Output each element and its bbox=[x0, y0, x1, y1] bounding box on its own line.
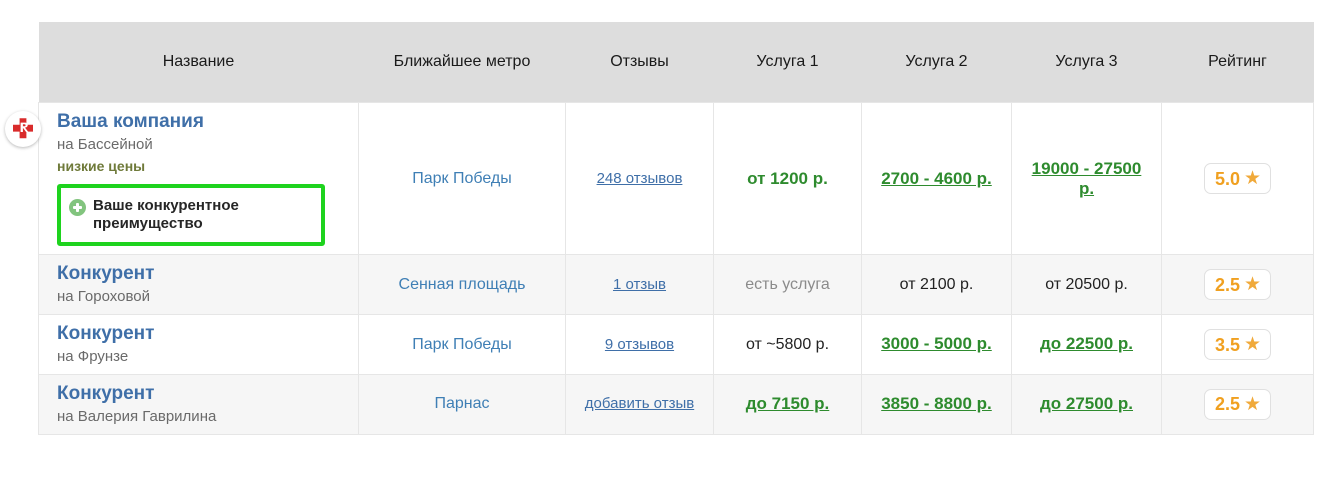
comparison-table: Название Ближайшее метро Отзывы Услуга 1… bbox=[5, 22, 1314, 435]
reviews-link[interactable]: 9 отзывов bbox=[604, 335, 675, 353]
table-row: Конкурент на Фрунзе Парк Победы 9 отзыво… bbox=[38, 314, 1314, 375]
service-1-cell: есть услуга bbox=[713, 254, 862, 316]
metro-cell: Парк Победы bbox=[358, 314, 566, 375]
company-name-cell: Конкурент на Фрунзе bbox=[38, 314, 359, 375]
reviews-link[interactable]: 1 отзыв bbox=[612, 275, 667, 293]
reviews-cell: 248 отзывов bbox=[565, 101, 714, 256]
add-review-link[interactable]: добавить отзыв bbox=[584, 395, 695, 413]
rating-badge[interactable]: 3.5 ★ bbox=[1203, 329, 1272, 360]
service-2-cell: 2700 - 4600 р. bbox=[861, 101, 1012, 256]
rating-value: 3.5 bbox=[1214, 334, 1240, 355]
comparison-table-wrapper: Название Ближайшее метро Отзывы Услуга 1… bbox=[5, 22, 1314, 435]
reviews-cell: добавить отзыв bbox=[565, 373, 714, 435]
service-1-value: есть услуга bbox=[745, 275, 830, 293]
company-name[interactable]: Конкурент bbox=[57, 323, 155, 345]
rating-cell: 5.0 ★ bbox=[1161, 101, 1314, 256]
reviews-cell: 9 отзывов bbox=[565, 314, 714, 375]
service-2-value[interactable]: 2700 - 4600 р. bbox=[881, 168, 992, 188]
service-2-value[interactable]: 3000 - 5000 р. bbox=[881, 334, 992, 354]
star-icon: ★ bbox=[1243, 168, 1262, 190]
header-service-2[interactable]: Услуга 2 bbox=[905, 53, 968, 70]
service-3-value[interactable]: до 22500 р. bbox=[1039, 334, 1133, 354]
service-2-cell: 3850 - 8800 р. bbox=[861, 373, 1012, 435]
competitive-advantage-box[interactable]: Ваше конкурентное преимущество bbox=[57, 183, 325, 247]
reviews-cell: 1 отзыв bbox=[565, 254, 714, 316]
service-2-cell: от 2100 р. bbox=[861, 254, 1012, 316]
rating-badge[interactable]: 2.5 ★ bbox=[1203, 269, 1272, 301]
table-body: Ваша компания на Бассейной низкие цены В… bbox=[5, 101, 1314, 435]
metro-cell: Сенная площадь bbox=[358, 254, 566, 316]
header-service-3[interactable]: Услуга 3 bbox=[1055, 53, 1118, 70]
service-2-cell: 3000 - 5000 р. bbox=[861, 314, 1012, 375]
rating-cell: 3.5 ★ bbox=[1161, 314, 1314, 375]
service-3-cell: до 22500 р. bbox=[1011, 314, 1162, 375]
table-row: Конкурент на Валерия Гаврилина Парнас до… bbox=[38, 373, 1314, 435]
metro-cell: Парк Победы bbox=[358, 101, 566, 256]
star-icon: ★ bbox=[1243, 334, 1262, 355]
service-3-cell: 19000 - 27500 р. bbox=[1011, 101, 1162, 256]
service-3-value: от 20500 р. bbox=[1045, 275, 1128, 293]
company-name-cell: Ваша компания на Бассейной низкие цены В… bbox=[5, 101, 359, 256]
service-3-cell: от 20500 р. bbox=[1011, 254, 1162, 316]
table-header: Название Ближайшее метро Отзывы Услуга 1… bbox=[38, 22, 1314, 103]
competitive-advantage-label: Ваше конкурентное преимущество bbox=[93, 196, 239, 232]
service-1-cell: от 1200 р. bbox=[713, 101, 862, 256]
company-name-cell: Конкурент на Валерия Гаврилина bbox=[38, 373, 359, 435]
header-rating[interactable]: Рейтинг bbox=[1208, 53, 1267, 70]
service-3-cell: до 27500 р. bbox=[1011, 373, 1162, 435]
service-1-cell: от ~5800 р. bbox=[713, 314, 862, 375]
service-1-cell: до 7150 р. bbox=[713, 373, 862, 435]
plus-circle-icon bbox=[69, 198, 86, 216]
service-3-value[interactable]: до 27500 р. bbox=[1039, 394, 1133, 414]
red-cross-company-logo-icon bbox=[5, 111, 41, 147]
rating-value: 5.0 bbox=[1214, 168, 1240, 189]
header-service-1[interactable]: Услуга 1 bbox=[756, 53, 819, 70]
header-metro[interactable]: Ближайшее метро bbox=[393, 53, 531, 70]
service-2-value[interactable]: 3850 - 8800 р. bbox=[881, 394, 992, 414]
reviews-link[interactable]: 248 отзывов bbox=[596, 169, 683, 187]
metro-link[interactable]: Парк Победы bbox=[412, 169, 512, 187]
metro-cell: Парнас bbox=[358, 373, 566, 435]
star-icon: ★ bbox=[1243, 393, 1262, 415]
company-address: на Фрунзе bbox=[57, 347, 129, 365]
header-reviews[interactable]: Отзывы bbox=[610, 53, 669, 70]
service-1-value: от 1200 р. bbox=[747, 168, 828, 188]
company-address: на Валерия Гаврилина bbox=[57, 407, 217, 425]
service-1-value: от ~5800 р. bbox=[745, 335, 830, 353]
company-name[interactable]: Ваша компания bbox=[57, 111, 204, 132]
company-name-cell: Конкурент на Гороховой bbox=[38, 254, 359, 316]
service-1-value[interactable]: до 7150 р. bbox=[745, 394, 830, 414]
company-address: на Гороховой bbox=[57, 288, 150, 306]
service-3-value[interactable]: 19000 - 27500 р. bbox=[1031, 158, 1142, 198]
service-2-value: от 2100 р. bbox=[899, 275, 974, 293]
metro-link[interactable]: Парнас bbox=[434, 395, 490, 413]
rating-value: 2.5 bbox=[1214, 394, 1240, 415]
rating-cell: 2.5 ★ bbox=[1161, 254, 1314, 316]
table-row: Конкурент на Гороховой Сенная площадь 1 … bbox=[38, 254, 1314, 316]
rating-badge[interactable]: 2.5 ★ bbox=[1203, 388, 1272, 420]
header-row: Название Ближайшее метро Отзывы Услуга 1… bbox=[38, 22, 1314, 103]
company-tag: низкие цены bbox=[57, 157, 146, 174]
company-name[interactable]: Конкурент bbox=[57, 382, 155, 404]
rating-value: 2.5 bbox=[1214, 274, 1240, 295]
rating-cell: 2.5 ★ bbox=[1161, 373, 1314, 435]
metro-link[interactable]: Парк Победы bbox=[412, 335, 512, 353]
metro-link[interactable]: Сенная площадь bbox=[398, 275, 526, 293]
company-name[interactable]: Конкурент bbox=[57, 263, 155, 285]
star-icon: ★ bbox=[1243, 274, 1262, 296]
company-address: на Бассейной bbox=[57, 135, 153, 153]
header-name[interactable]: Название bbox=[162, 53, 235, 70]
table-row: Ваша компания на Бассейной низкие цены В… bbox=[5, 101, 1314, 256]
rating-badge[interactable]: 5.0 ★ bbox=[1203, 163, 1272, 195]
